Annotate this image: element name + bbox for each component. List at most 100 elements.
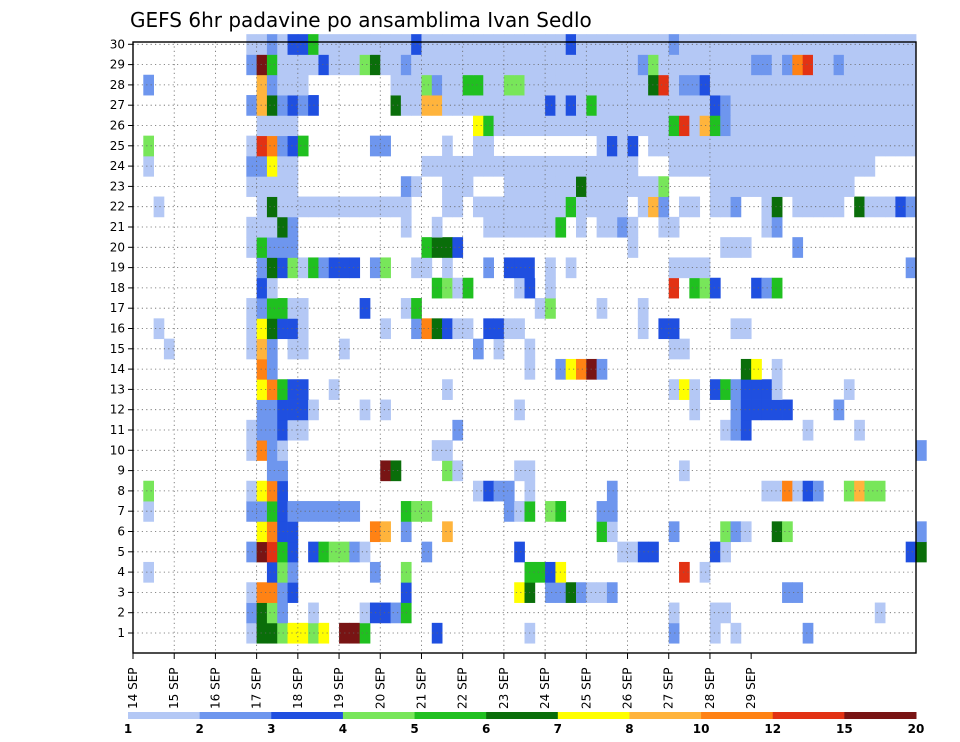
heatmap-cell: [514, 115, 525, 137]
heatmap-cell: [843, 480, 855, 502]
heatmap-cell: [679, 95, 690, 116]
heatmap-cell: [740, 318, 752, 340]
heatmap-cell: [277, 460, 288, 482]
heatmap-cell: [596, 501, 608, 522]
heatmap-cell: [297, 196, 309, 218]
heatmap-cell: [452, 460, 464, 482]
heatmap-cell: [637, 95, 649, 116]
heatmap-cell: [266, 480, 278, 502]
heatmap-cell: [503, 318, 515, 340]
heatmap-cell: [751, 115, 762, 137]
heatmap-cell: [802, 176, 814, 197]
heatmap-cell: [864, 135, 876, 157]
y-tick-label: 7: [117, 504, 125, 518]
heatmap-cell: [534, 196, 546, 218]
heatmap-cell: [277, 74, 288, 96]
heatmap-cell: [287, 338, 299, 360]
heatmap-cell: [751, 34, 762, 55]
heatmap-cell: [421, 74, 433, 96]
heatmap-cell: [751, 135, 762, 157]
heatmap-cell: [297, 399, 309, 421]
heatmap-cell: [390, 196, 402, 218]
heatmap-cell: [442, 176, 453, 197]
heatmap-cell: [679, 277, 690, 299]
heatmap-cell: [287, 561, 299, 583]
heatmap-cell: [874, 74, 886, 96]
heatmap-cell: [266, 298, 278, 319]
heatmap-cell: [545, 216, 556, 238]
heatmap-cell: [442, 155, 453, 177]
heatmap-cell: [514, 216, 525, 238]
heatmap-cell: [833, 196, 845, 218]
heatmap-cell: [782, 74, 793, 96]
heatmap-cell: [699, 34, 711, 55]
heatmap-cell: [246, 419, 258, 441]
y-tick-label: 3: [117, 585, 125, 599]
heatmap-cell: [297, 74, 309, 96]
heatmap-cell: [771, 155, 783, 177]
heatmap-cell: [452, 318, 464, 340]
heatmap-cell: [472, 135, 484, 157]
heatmap-cell: [442, 196, 453, 218]
heatmap-cell: [452, 34, 464, 55]
heatmap-cell: [596, 358, 608, 380]
heatmap-cell: [277, 196, 288, 218]
heatmap-cell: [318, 622, 330, 644]
heatmap-cell: [689, 135, 701, 157]
heatmap-cell: [751, 277, 762, 299]
heatmap-cell: [679, 338, 690, 360]
heatmap-cell: [874, 135, 886, 157]
y-tick-label: 4: [117, 565, 125, 579]
heatmap-cell: [596, 216, 608, 238]
heatmap-cell: [266, 54, 278, 76]
heatmap-cell: [782, 582, 793, 603]
heatmap-cell: [277, 95, 288, 116]
heatmap-cell: [606, 155, 618, 177]
heatmap-cell: [421, 34, 433, 55]
heatmap-cell: [256, 338, 268, 360]
y-tick-label: 14: [110, 362, 125, 376]
heatmap-cell: [658, 196, 670, 218]
heatmap-cell: [648, 541, 659, 563]
heatmap-cell: [606, 54, 618, 76]
heatmap-cell: [668, 54, 680, 76]
heatmap-cell: [349, 196, 361, 218]
heatmap-cell: [472, 54, 484, 76]
heatmap-cell: [534, 155, 546, 177]
heatmap-cell: [782, 34, 793, 55]
heatmap-cell: [442, 440, 453, 461]
colorbar-label: 4: [339, 722, 347, 736]
heatmap-cell: [442, 54, 453, 76]
heatmap-cell: [442, 74, 453, 96]
heatmap-cell: [297, 338, 309, 360]
heatmap-cell: [318, 54, 330, 76]
heatmap-cell: [668, 216, 680, 238]
heatmap-cell: [277, 135, 288, 157]
heatmap-cell: [637, 176, 649, 197]
heatmap-cell: [720, 602, 731, 624]
heatmap-cell: [833, 54, 845, 76]
heatmap-cell: [833, 74, 845, 96]
heatmap-cell: [627, 237, 639, 258]
heatmap-cell: [318, 34, 330, 55]
heatmap-cell: [895, 196, 907, 218]
heatmap-cell: [905, 74, 917, 96]
heatmap-cell: [720, 541, 731, 563]
heatmap-cell: [709, 541, 721, 563]
y-tick-label: 1: [117, 626, 125, 640]
heatmap-cell: [266, 541, 278, 563]
heatmap-cell: [246, 622, 258, 644]
heatmap-cell: [874, 54, 886, 76]
heatmap-cell: [514, 399, 525, 421]
y-tick-label: 17: [110, 301, 125, 315]
heatmap-cell: [720, 237, 731, 258]
heatmap-cell: [565, 176, 577, 197]
heatmap-cell: [256, 419, 268, 441]
heatmap-cell: [256, 176, 268, 197]
heatmap-cell: [843, 34, 855, 55]
heatmap-cell: [709, 155, 721, 177]
heatmap-cell: [606, 582, 618, 603]
heatmap-cell: [751, 95, 762, 116]
heatmap-cell: [246, 237, 258, 258]
heatmap-cell: [483, 34, 494, 55]
